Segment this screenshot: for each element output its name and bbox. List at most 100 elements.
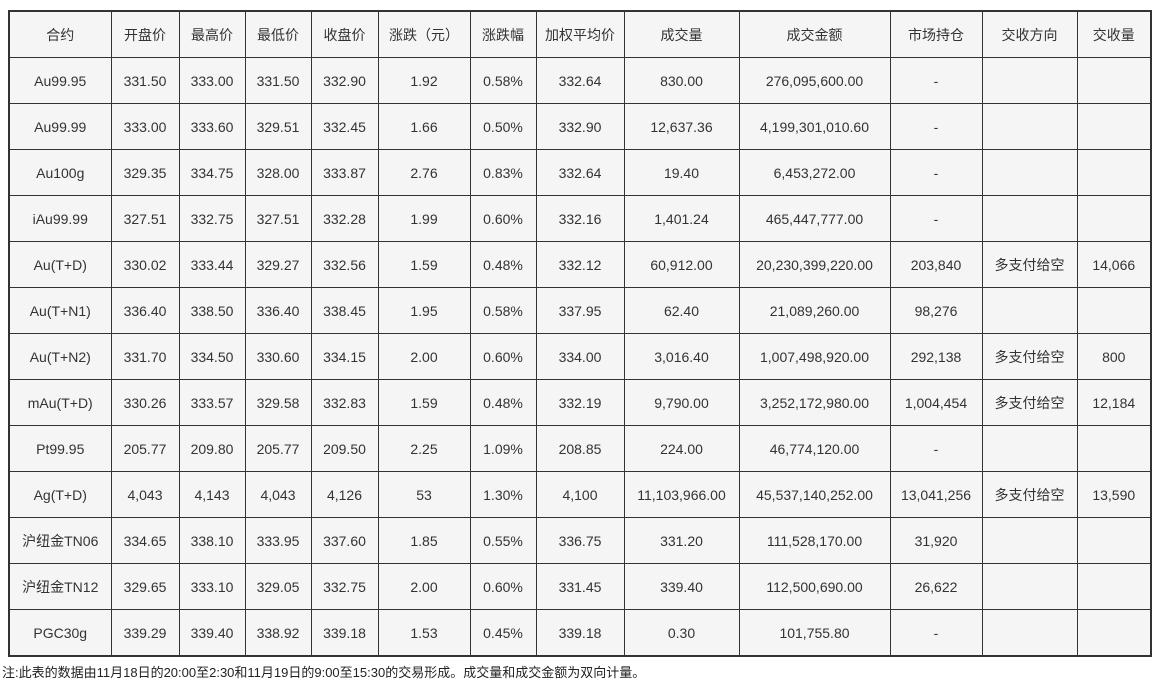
table-cell: 4,143 xyxy=(178,471,246,518)
column-header: 成交量 xyxy=(623,10,740,58)
table-cell: 332.28 xyxy=(310,195,379,242)
table-row: Au99.99 333.00 333.60 329.51 332.45 1.66 0.50%… xyxy=(8,103,1152,150)
table-cell: 339.18 xyxy=(310,609,379,657)
table-cell: 329.65 xyxy=(110,563,180,610)
table-cell: 333.57 xyxy=(178,379,246,426)
table-cell: 329.05 xyxy=(244,563,312,610)
table-cell: - xyxy=(889,149,983,196)
table-cell: 112,500,690.00 xyxy=(738,563,891,610)
table-cell: 46,774,120.00 xyxy=(738,425,891,472)
table-cell: 0.58% xyxy=(469,57,537,104)
table-cell: 333.95 xyxy=(244,517,312,564)
table-cell: 332.12 xyxy=(535,241,625,288)
table-cell: 339.29 xyxy=(110,609,180,657)
table-cell: 1,007,498,920.00 xyxy=(738,333,891,380)
contract-name-cell: Au(T+N1) xyxy=(8,287,112,334)
table-cell: 4,199,301,010.60 xyxy=(738,103,891,150)
table-cell: - xyxy=(889,609,983,657)
table-cell: - xyxy=(889,195,983,242)
table-cell xyxy=(981,425,1078,472)
table-cell: 331.50 xyxy=(244,57,312,104)
table-cell: 2.00 xyxy=(377,563,471,610)
contract-name-cell: Ag(T+D) xyxy=(8,471,112,518)
table-cell: 332.83 xyxy=(310,379,379,426)
table-cell: 327.51 xyxy=(244,195,312,242)
table-cell: 4,100 xyxy=(535,471,625,518)
table-header-row: 合约 开盘价 最高价 最低价 收盘价 涨跌（元） 涨跌幅 加权平均价 成交量 成交金额 市场持仓 交收… xyxy=(8,10,1152,58)
table-cell: 205.77 xyxy=(110,425,180,472)
table-cell: 1.66 xyxy=(377,103,471,150)
table-cell: 336.40 xyxy=(244,287,312,334)
table-cell: 0.48% xyxy=(469,379,537,426)
table-cell: 多支付给空 xyxy=(981,471,1078,518)
contract-name-cell: Au99.95 xyxy=(8,57,112,104)
table-cell: 19.40 xyxy=(623,149,740,196)
table-row: Au(T+N2) 331.70 334.50 330.60 334.15 2.00 0.60… xyxy=(8,333,1152,380)
table-cell: 334.50 xyxy=(178,333,246,380)
table-cell: 1.09% xyxy=(469,425,537,472)
table-cell: 12,637.36 xyxy=(623,103,740,150)
table-cell: 1.92 xyxy=(377,57,471,104)
table-cell: 329.51 xyxy=(244,103,312,150)
table-cell xyxy=(981,609,1078,657)
table-cell: 329.58 xyxy=(244,379,312,426)
column-header: 最低价 xyxy=(244,10,312,58)
table-cell: 334.00 xyxy=(535,333,625,380)
table-cell: 11,103,966.00 xyxy=(623,471,740,518)
table-cell: 45,537,140,252.00 xyxy=(738,471,891,518)
table-cell: 2.00 xyxy=(377,333,471,380)
contract-name-cell: iAu99.99 xyxy=(8,195,112,242)
table-cell: 6,453,272.00 xyxy=(738,149,891,196)
table-row: Au99.95 331.50 333.00 331.50 332.90 1.92 0.58%… xyxy=(8,57,1152,104)
table-cell: 31,920 xyxy=(889,517,983,564)
table-cell: 12,184 xyxy=(1076,379,1152,426)
table-cell: 0.50% xyxy=(469,103,537,150)
table-cell: 339.40 xyxy=(623,563,740,610)
column-header: 开盘价 xyxy=(110,10,180,58)
table-cell: 330.60 xyxy=(244,333,312,380)
table-cell: 209.50 xyxy=(310,425,379,472)
table-cell: 53 xyxy=(377,471,471,518)
contract-name-cell: Au(T+D) xyxy=(8,241,112,288)
table-cell: 4,126 xyxy=(310,471,379,518)
table-cell: 0.55% xyxy=(469,517,537,564)
table-cell: 338.10 xyxy=(178,517,246,564)
table-cell: 333.00 xyxy=(110,103,180,150)
contract-name-cell: Pt99.95 xyxy=(8,425,112,472)
table-cell: 多支付给空 xyxy=(981,333,1078,380)
table-cell: 1.59 xyxy=(377,241,471,288)
table-cell: 333.00 xyxy=(178,57,246,104)
contract-name-cell: mAu(T+D) xyxy=(8,379,112,426)
table-cell: 332.75 xyxy=(178,195,246,242)
table-cell xyxy=(1076,609,1152,657)
table-cell: 9,790.00 xyxy=(623,379,740,426)
table-cell: 330.26 xyxy=(110,379,180,426)
table-cell: 0.60% xyxy=(469,195,537,242)
table-cell xyxy=(1076,149,1152,196)
table-cell: 13,041,256 xyxy=(889,471,983,518)
table-cell: 328.00 xyxy=(244,149,312,196)
table-cell: 208.85 xyxy=(535,425,625,472)
table-cell: 332.56 xyxy=(310,241,379,288)
table-cell: 336.40 xyxy=(110,287,180,334)
table-cell: 20,230,399,220.00 xyxy=(738,241,891,288)
table-cell: 1.95 xyxy=(377,287,471,334)
table-cell: 0.83% xyxy=(469,149,537,196)
table-cell: 276,095,600.00 xyxy=(738,57,891,104)
table-cell: 0.58% xyxy=(469,287,537,334)
table-cell: 0.45% xyxy=(469,609,537,657)
table-cell: 21,089,260.00 xyxy=(738,287,891,334)
table-cell: 0.30 xyxy=(623,609,740,657)
table-row: iAu99.99 327.51 332.75 327.51 332.28 1.99 0.60… xyxy=(8,195,1152,242)
table-cell xyxy=(981,517,1078,564)
table-cell: 338.92 xyxy=(244,609,312,657)
table-cell: 331.50 xyxy=(110,57,180,104)
table-cell: 2.25 xyxy=(377,425,471,472)
table-cell: 205.77 xyxy=(244,425,312,472)
column-header: 涨跌（元） xyxy=(377,10,471,58)
table-cell: 332.64 xyxy=(535,57,625,104)
table-cell: 203,840 xyxy=(889,241,983,288)
table-cell: 多支付给空 xyxy=(981,241,1078,288)
table-cell: - xyxy=(889,103,983,150)
